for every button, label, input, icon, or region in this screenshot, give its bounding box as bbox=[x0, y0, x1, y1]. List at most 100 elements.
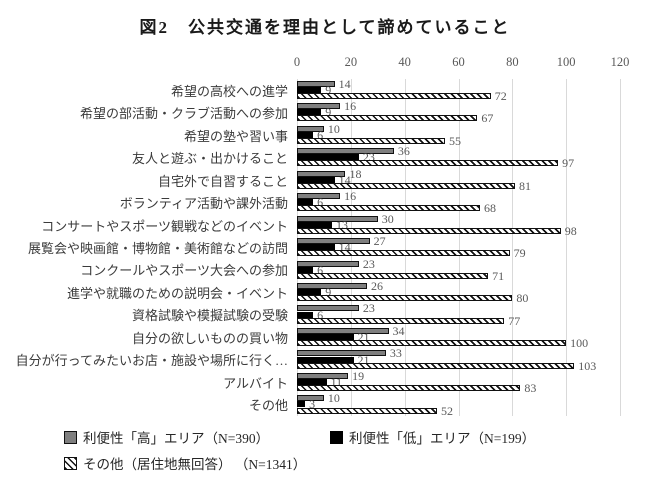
legend-item-other: その他（居住地無回答） （N=1341） bbox=[64, 453, 306, 473]
category-label: 友人と遊ぶ・出かけること bbox=[131, 151, 288, 167]
bar-value-label: 98 bbox=[564, 223, 577, 238]
bar-value-label: 21 bbox=[357, 330, 370, 345]
gridline bbox=[404, 79, 406, 416]
plot-area: 0 20 40 60 80 100 120 14 9 72 16 9 67 10 6 55 36 23 97 18 14… bbox=[294, 55, 630, 418]
bar-value-label: 79 bbox=[513, 246, 526, 261]
bar-s0 bbox=[297, 305, 359, 312]
bar-s2 bbox=[297, 93, 491, 99]
bar-value-label: 27 bbox=[373, 234, 386, 249]
bar-s0 bbox=[297, 260, 359, 267]
gridline bbox=[620, 79, 621, 416]
bar-value-label: 9 bbox=[325, 285, 332, 300]
bar-s2 bbox=[297, 272, 489, 279]
bar-value-label: 33 bbox=[389, 346, 402, 361]
category-label: 希望の部活動・クラブ活動への参加 bbox=[79, 106, 288, 122]
category-label: 展覧会や映画館・博物館・美術館などの訪問 bbox=[27, 240, 288, 256]
category-label: アルバイト bbox=[223, 375, 288, 391]
bar-s1 bbox=[297, 334, 354, 341]
bar-value-label: 16 bbox=[344, 99, 357, 114]
x-tick-label: 20 bbox=[344, 55, 358, 69]
bar-s2 bbox=[297, 407, 437, 414]
bar-s1 bbox=[297, 266, 314, 273]
bar-value-label: 6 bbox=[317, 307, 324, 322]
bar-value-label: 6 bbox=[317, 195, 324, 210]
bar-value-label: 30 bbox=[381, 211, 394, 226]
bar-value-label: 16 bbox=[344, 189, 357, 204]
bar-value-label: 68 bbox=[484, 201, 497, 216]
gridline bbox=[458, 79, 460, 416]
x-tick-label: 100 bbox=[556, 55, 576, 69]
bar-s0 bbox=[297, 170, 346, 177]
bar-s2 bbox=[297, 295, 513, 302]
bar-value-label: 103 bbox=[578, 358, 597, 373]
bar-value-label: 36 bbox=[397, 144, 410, 159]
bar-s0 bbox=[297, 103, 341, 110]
category-label: 自分が行ってみたいお店・施設や場所に行く… bbox=[15, 353, 288, 369]
bar-s2 bbox=[297, 205, 481, 212]
bar-value-label: 81 bbox=[519, 178, 532, 193]
category-label: 希望の塾や習い事 bbox=[183, 128, 288, 144]
legend-label: その他（居住地無回答） （N=1341） bbox=[83, 457, 307, 472]
bar-value-label: 6 bbox=[317, 127, 324, 142]
bar-value-label: 3 bbox=[309, 397, 316, 412]
category-label: 自分の欲しいものの買い物 bbox=[131, 330, 288, 346]
bar-value-label: 23 bbox=[362, 150, 375, 165]
bar-value-label: 21 bbox=[357, 352, 370, 367]
legend-item-high-area: 利便性「高」エリア（N=390） bbox=[64, 427, 269, 447]
gridline bbox=[512, 79, 514, 416]
bar-s2 bbox=[297, 115, 478, 122]
category-label: 資格試験や模擬試験の受験 bbox=[131, 308, 288, 324]
bar-s2 bbox=[297, 182, 516, 189]
bar-s2 bbox=[297, 385, 521, 392]
bar-s2 bbox=[297, 340, 567, 347]
bar-s2 bbox=[297, 317, 505, 324]
legend-label: 利便性「高」エリア（N=390） bbox=[83, 431, 270, 446]
bar-s0 bbox=[297, 193, 341, 200]
gridline bbox=[350, 79, 352, 416]
bar-s2 bbox=[297, 160, 559, 167]
bar-s1 bbox=[297, 401, 306, 408]
x-tick-label: 0 bbox=[293, 55, 301, 69]
category-label: その他 bbox=[248, 398, 288, 414]
bar-s1 bbox=[297, 289, 322, 296]
bar-s1 bbox=[297, 244, 335, 251]
bar-s1 bbox=[297, 356, 354, 363]
bar-value-label: 14 bbox=[338, 76, 351, 91]
bar-value-label: 26 bbox=[370, 279, 383, 293]
bar-value-label: 67 bbox=[481, 111, 494, 126]
bar-s0 bbox=[297, 350, 386, 357]
bar-s2 bbox=[297, 362, 575, 369]
bar-s0 bbox=[297, 327, 389, 334]
bar-s0 bbox=[297, 80, 335, 87]
bar-s0 bbox=[297, 283, 367, 289]
bar-s0 bbox=[297, 238, 370, 245]
category-label: コンサートやスポーツ観戦などのイベント bbox=[41, 218, 288, 234]
bar-s2 bbox=[297, 250, 510, 257]
bar-s0 bbox=[297, 215, 378, 222]
bar-value-label: 6 bbox=[317, 262, 324, 277]
bar-s0 bbox=[297, 395, 324, 402]
x-tick-label: 40 bbox=[398, 55, 411, 69]
bar-value-label: 23 bbox=[362, 256, 375, 271]
bar-value-label: 77 bbox=[508, 313, 521, 328]
legend-swatch-black bbox=[330, 430, 343, 444]
bar-value-label: 9 bbox=[325, 105, 332, 120]
bar-value-label: 14 bbox=[338, 240, 351, 255]
bar-s1 bbox=[297, 86, 322, 93]
bar-value-label: 52 bbox=[440, 403, 453, 418]
category-label: ボランティア活動や課外活動 bbox=[119, 196, 288, 212]
legend-swatch-hatched bbox=[64, 456, 77, 470]
bar-s1 bbox=[297, 154, 359, 161]
bar-value-label: 11 bbox=[330, 374, 343, 389]
x-tick-label: 60 bbox=[452, 55, 465, 69]
bar-s1 bbox=[297, 176, 335, 183]
legend-swatch-gray bbox=[64, 430, 77, 444]
bar-value-label: 34 bbox=[392, 323, 405, 338]
bar-s2 bbox=[297, 137, 446, 144]
bar-s0 bbox=[297, 148, 394, 155]
figure-title: 図2 公共交通を理由として諦めていること bbox=[139, 18, 511, 37]
category-label: 希望の高校への進学 bbox=[170, 83, 288, 99]
bar-value-label: 55 bbox=[449, 133, 462, 148]
bar-value-label: 19 bbox=[352, 368, 365, 383]
